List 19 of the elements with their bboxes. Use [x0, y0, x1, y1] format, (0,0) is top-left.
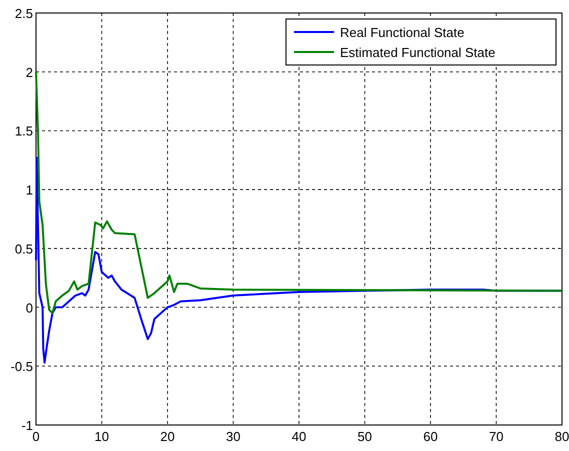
x-tick-label: 50 [358, 429, 372, 444]
x-tick-label: 30 [226, 429, 240, 444]
x-tick-label: 70 [489, 429, 504, 444]
y-tick-label: -1 [21, 418, 33, 433]
y-tick-label: -0.5 [10, 359, 33, 374]
y-tick-label: 1 [26, 182, 33, 198]
y-tick-label: 0.5 [14, 241, 33, 256]
x-tick-label: 20 [160, 429, 175, 444]
x-tick-label: 10 [94, 429, 109, 444]
legend-label: Real Functional State [340, 25, 464, 40]
y-tick-label: 2 [26, 64, 33, 80]
x-tick-label: 80 [554, 429, 569, 444]
line-series [35, 70, 563, 314]
y-tick-label: 0 [26, 300, 33, 316]
legend-label: Estimated Functional State [340, 45, 496, 60]
x-tick-label: 60 [423, 429, 438, 444]
y-tick-label: 2.5 [14, 6, 33, 21]
x-tick-label: 40 [292, 429, 306, 444]
y-tick-label: 1.5 [14, 124, 33, 139]
